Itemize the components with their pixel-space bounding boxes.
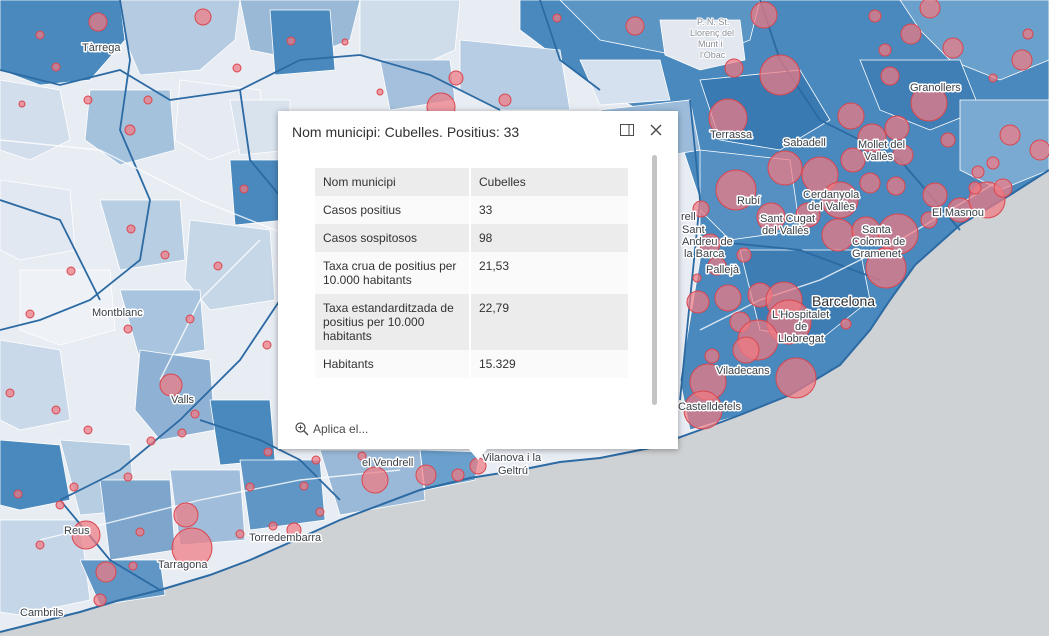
label-santacoloma: Santa (862, 224, 892, 236)
zoom-icon (295, 422, 309, 436)
label-cambrils: Cambrils (20, 607, 64, 619)
attribute-label: Casos sospitosos (315, 224, 471, 252)
label-rubi: Rubí (737, 195, 760, 207)
info-popup: Nom municipi: Cubelles. Positius: 33 Nom… (278, 111, 678, 449)
label-santacoloma-2: Coloma de (852, 236, 905, 248)
attribute-table: Nom municipi Cubelles Casos positius 33 … (315, 168, 628, 378)
label-santandreu: Sant (682, 224, 705, 236)
label-santcugat-2: del Vallès (762, 225, 809, 237)
attribute-label: Nom municipi (315, 168, 471, 196)
attribute-label: Taxa crua de positius per 10.000 habitan… (315, 252, 471, 294)
label-palleja: Pallejà (706, 264, 740, 276)
case-bubbles[interactable] (5, 0, 1049, 607)
label-masnou: El Masnou (932, 207, 984, 219)
label-rell: rell (681, 211, 696, 223)
table-row: Nom municipi Cubelles (315, 168, 628, 196)
label-tarragona: Tarragona (158, 559, 208, 571)
table-row: Taxa estandarditzada de positius per 10.… (315, 294, 628, 350)
attribute-value: Cubelles (470, 168, 628, 196)
zoom-to-label: Aplica el... (313, 422, 369, 436)
label-santandreu-2: Andreu de (682, 236, 733, 248)
label-castelldefels: Castelldefels (678, 401, 741, 413)
label-hospitalet: L'Hospitalet (772, 309, 829, 321)
label-mollet: Mollet del (858, 139, 905, 151)
label-hospitalet-3: Llobregat (778, 333, 824, 345)
label-torredembarra: Torredembarra (249, 532, 322, 544)
label-santandreu-3: la Barca (684, 248, 725, 260)
label-granollers: Granollers (910, 82, 961, 94)
label-vendrell: el Vendrell (362, 457, 413, 469)
popup-pointer (468, 448, 488, 460)
label-terrassa: Terrassa (710, 129, 753, 141)
label-park-2: Llorenç del (690, 28, 734, 38)
label-vilanova-2: Geltrú (498, 465, 528, 477)
label-park-3: Munt i (698, 39, 723, 49)
table-row: Taxa crua de positius per 10.000 habitan… (315, 252, 628, 294)
coastline (0, 169, 1049, 633)
label-cerdanyola: Cerdanyola (803, 189, 860, 201)
attribute-value: 98 (470, 224, 628, 252)
attribute-label: Habitants (315, 350, 471, 378)
label-santcugat: Sant Cugat (760, 213, 815, 225)
label-cerdanyola-2: del Vallès (808, 201, 855, 213)
county-boundaries (0, 0, 961, 591)
attribute-value: 33 (470, 196, 628, 224)
label-hospitalet-2: de (795, 321, 807, 333)
zoom-to-button[interactable]: Aplica el... (295, 422, 368, 436)
label-montblanc: Montblanc (92, 307, 143, 319)
place-labels: Tàrrega Montblanc Valls Reus Tarragona C… (19, 16, 986, 621)
scroll-thumb[interactable] (652, 155, 657, 405)
label-tarrega: Tàrrega (82, 42, 121, 54)
attribute-value: 15.329 (470, 350, 628, 378)
popup-scrollbar[interactable] (651, 155, 658, 405)
label-reus: Reus (64, 525, 90, 537)
label-park-4: l'Obac (700, 50, 726, 60)
attribute-value: 22,79 (470, 294, 628, 350)
table-row: Casos positius 33 (315, 196, 628, 224)
attribute-label: Casos positius (315, 196, 471, 224)
dock-icon[interactable] (620, 124, 634, 136)
label-park: P. N. St. (697, 17, 729, 27)
popup-body[interactable]: Nom municipi Cubelles Casos positius 33 … (278, 151, 678, 409)
table-row: Casos sospitosos 98 (315, 224, 628, 252)
attribute-label: Taxa estandarditzada de positius per 10.… (315, 294, 471, 350)
close-icon[interactable] (648, 122, 664, 138)
label-valls: Valls (171, 394, 195, 406)
attribute-value: 21,53 (470, 252, 628, 294)
label-viladecans: Viladecans (716, 365, 770, 377)
table-row: Habitants 15.329 (315, 350, 628, 378)
popup-title: Nom municipi: Cubelles. Positius: 33 (292, 124, 520, 140)
label-barcelona: Barcelona (812, 293, 875, 309)
label-santacoloma-3: Gramenet (852, 248, 901, 260)
label-vilanova: Vilanova i la (482, 452, 542, 464)
label-sabadell: Sabadell (783, 137, 826, 149)
label-mollet-2: Vallès (864, 151, 894, 163)
